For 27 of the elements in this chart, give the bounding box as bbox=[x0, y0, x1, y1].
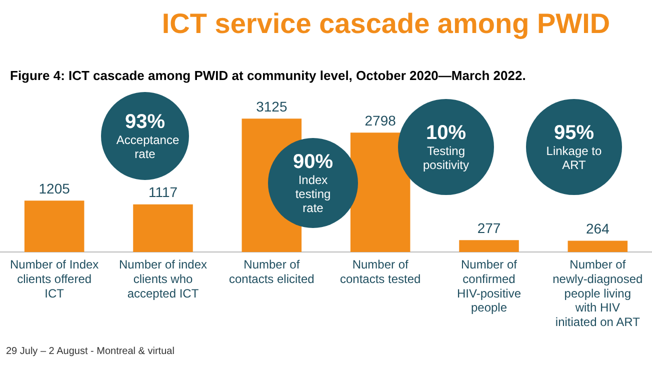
data-label: 1117 bbox=[148, 184, 178, 200]
x-tick-label: Number of contacts tested bbox=[340, 258, 421, 286]
x-tick-label: Number of confirmed HIV-positive people bbox=[456, 258, 522, 315]
circle-shape: 95% Linkage to ART bbox=[526, 99, 622, 195]
circle-shape: 93% Acceptance rate bbox=[101, 92, 189, 180]
bar bbox=[133, 204, 193, 252]
x-tick-label: Number of index clients who accepted ICT bbox=[118, 258, 208, 300]
data-label: 277 bbox=[477, 220, 501, 236]
bar bbox=[24, 200, 84, 252]
data-label: 3125 bbox=[256, 98, 288, 115]
circle-shape: 10% Testing positivity bbox=[398, 99, 494, 195]
data-label: 2798 bbox=[364, 112, 396, 128]
annotation: 90% Index testing rate bbox=[292, 151, 334, 215]
bar bbox=[350, 132, 410, 252]
x-tick-label: Number of newly-diagnosed people living with HIV initiated on ART bbox=[552, 258, 643, 330]
data-label: 264 bbox=[586, 220, 610, 237]
annotation: 95% Linkage to ART bbox=[545, 122, 603, 172]
annotation: 10% Testing positivity bbox=[422, 122, 470, 172]
bar bbox=[568, 240, 628, 252]
text: 29 July – 2 August - Montreal & virtual bbox=[6, 346, 174, 357]
annotation: 93% Acceptance rate bbox=[116, 111, 180, 161]
bar bbox=[459, 240, 519, 252]
x-tick-label: Number of contacts elicited bbox=[228, 258, 314, 286]
data-label: 1205 bbox=[38, 180, 70, 196]
chart-subtitle: Figure 4: ICT cascade among PWID at community level, October 2020—March 2022. bbox=[10, 68, 527, 83]
chart-title: ICT service cascade among PWID bbox=[160, 8, 612, 40]
x-tick-label: Number of Index clients offered ICT bbox=[10, 258, 99, 300]
